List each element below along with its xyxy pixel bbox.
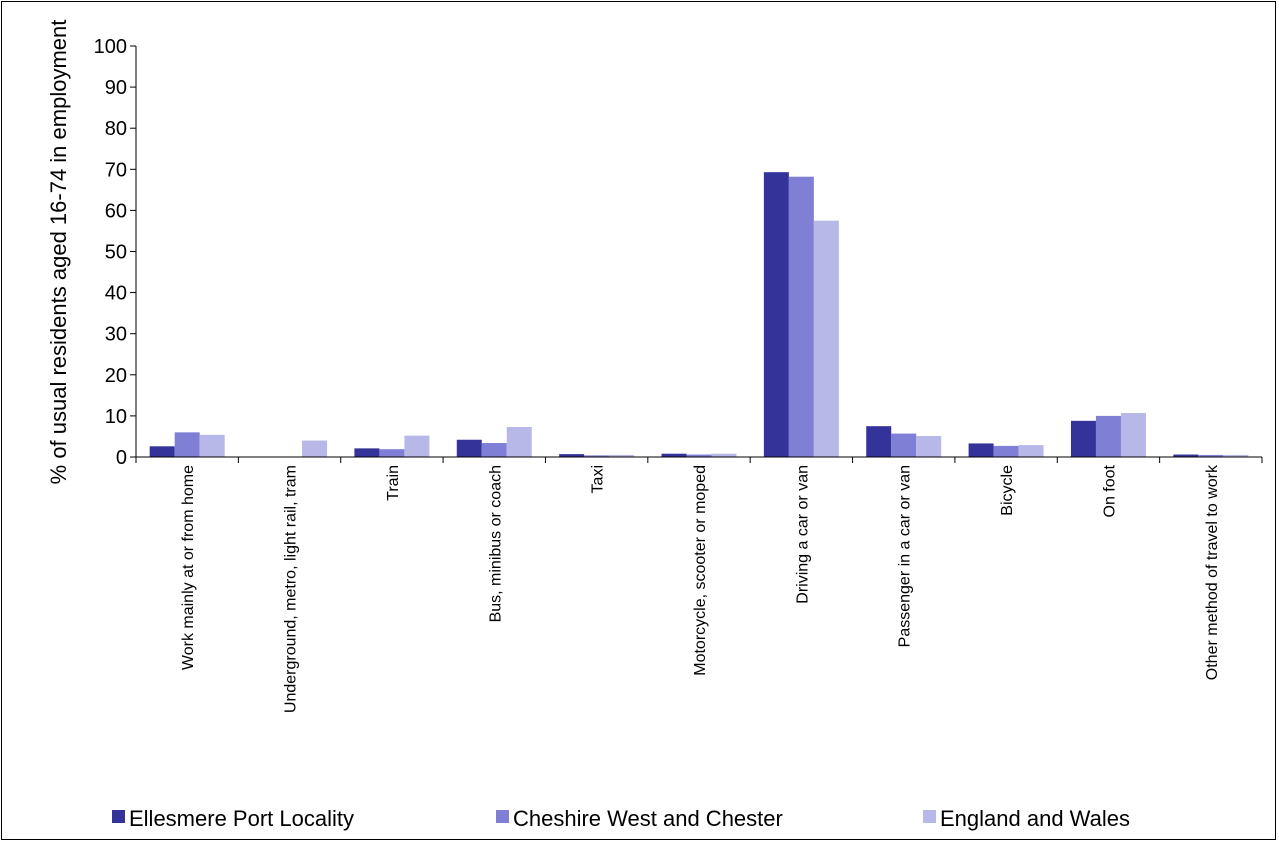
x-tick-label: Motorcycle, scooter or moped bbox=[692, 465, 709, 676]
x-tick-label: Underground, metro, light rail, tram bbox=[283, 465, 300, 713]
bar bbox=[968, 443, 994, 457]
y-tick-label: 100 bbox=[94, 36, 127, 58]
y-tick-label: 40 bbox=[105, 283, 127, 305]
y-tick-label: 10 bbox=[105, 406, 127, 428]
bar bbox=[813, 220, 839, 457]
bar bbox=[1198, 454, 1224, 457]
bar bbox=[506, 427, 532, 457]
legend-label: Cheshire West and Chester bbox=[513, 806, 783, 831]
bar bbox=[199, 434, 225, 457]
y-tick-label: 60 bbox=[105, 200, 127, 222]
y-tick-label: 90 bbox=[105, 77, 127, 99]
bar bbox=[661, 453, 687, 457]
x-tick-label: Bus, minibus or coach bbox=[487, 465, 504, 622]
legend-swatch bbox=[496, 810, 509, 823]
bar bbox=[481, 443, 507, 457]
bar bbox=[891, 433, 917, 457]
bar bbox=[174, 432, 200, 457]
plot-area: 0 10 20 30 40 50 60 70 80 90 100 Work mainly at or … bbox=[94, 36, 1263, 713]
bar bbox=[1223, 454, 1249, 457]
x-tick-label: Work mainly at or from home bbox=[180, 465, 197, 670]
bar bbox=[916, 436, 942, 457]
legend: Ellesmere Port Locality Cheshire West and… bbox=[112, 806, 1130, 831]
legend-swatch bbox=[112, 810, 125, 823]
bar bbox=[1018, 445, 1044, 457]
bar bbox=[1095, 415, 1121, 457]
x-tick-label: Other method of travel to work bbox=[1204, 464, 1221, 680]
bar bbox=[993, 445, 1019, 457]
legend-swatch bbox=[923, 810, 936, 823]
x-tick-label: Passenger in a car or van bbox=[897, 465, 914, 647]
bar bbox=[379, 449, 405, 457]
bar bbox=[711, 453, 737, 457]
x-tick-label: Driving a car or van bbox=[794, 465, 811, 604]
x-tick-label: Bicycle bbox=[999, 465, 1016, 516]
y-tick-label: 80 bbox=[105, 118, 127, 140]
x-tick-label: On foot bbox=[1101, 464, 1118, 517]
bar bbox=[354, 448, 380, 457]
bar bbox=[1120, 413, 1146, 457]
y-tick-label: 0 bbox=[116, 447, 127, 469]
bar bbox=[788, 176, 814, 457]
bar bbox=[1070, 420, 1096, 457]
bar bbox=[609, 454, 635, 457]
legend-label: Ellesmere Port Locality bbox=[129, 806, 354, 831]
y-tick-label: 70 bbox=[105, 159, 127, 181]
y-tick-label: 30 bbox=[105, 324, 127, 346]
bar bbox=[584, 455, 610, 457]
bar bbox=[1173, 454, 1199, 457]
bar bbox=[404, 435, 430, 457]
bar bbox=[763, 172, 789, 457]
x-tick-label: Taxi bbox=[590, 465, 607, 493]
y-axis-label: % of usual residents aged 16-74 in emplo… bbox=[46, 20, 71, 485]
bar bbox=[149, 446, 175, 457]
bar bbox=[559, 454, 585, 457]
bar bbox=[686, 454, 712, 457]
y-tick-label: 20 bbox=[105, 365, 127, 387]
y-tick-label: 50 bbox=[105, 242, 127, 264]
bar bbox=[456, 439, 482, 457]
legend-label: England and Wales bbox=[940, 806, 1130, 831]
x-tick-label: Train bbox=[385, 465, 402, 501]
bar bbox=[866, 426, 892, 457]
bar bbox=[302, 440, 328, 457]
